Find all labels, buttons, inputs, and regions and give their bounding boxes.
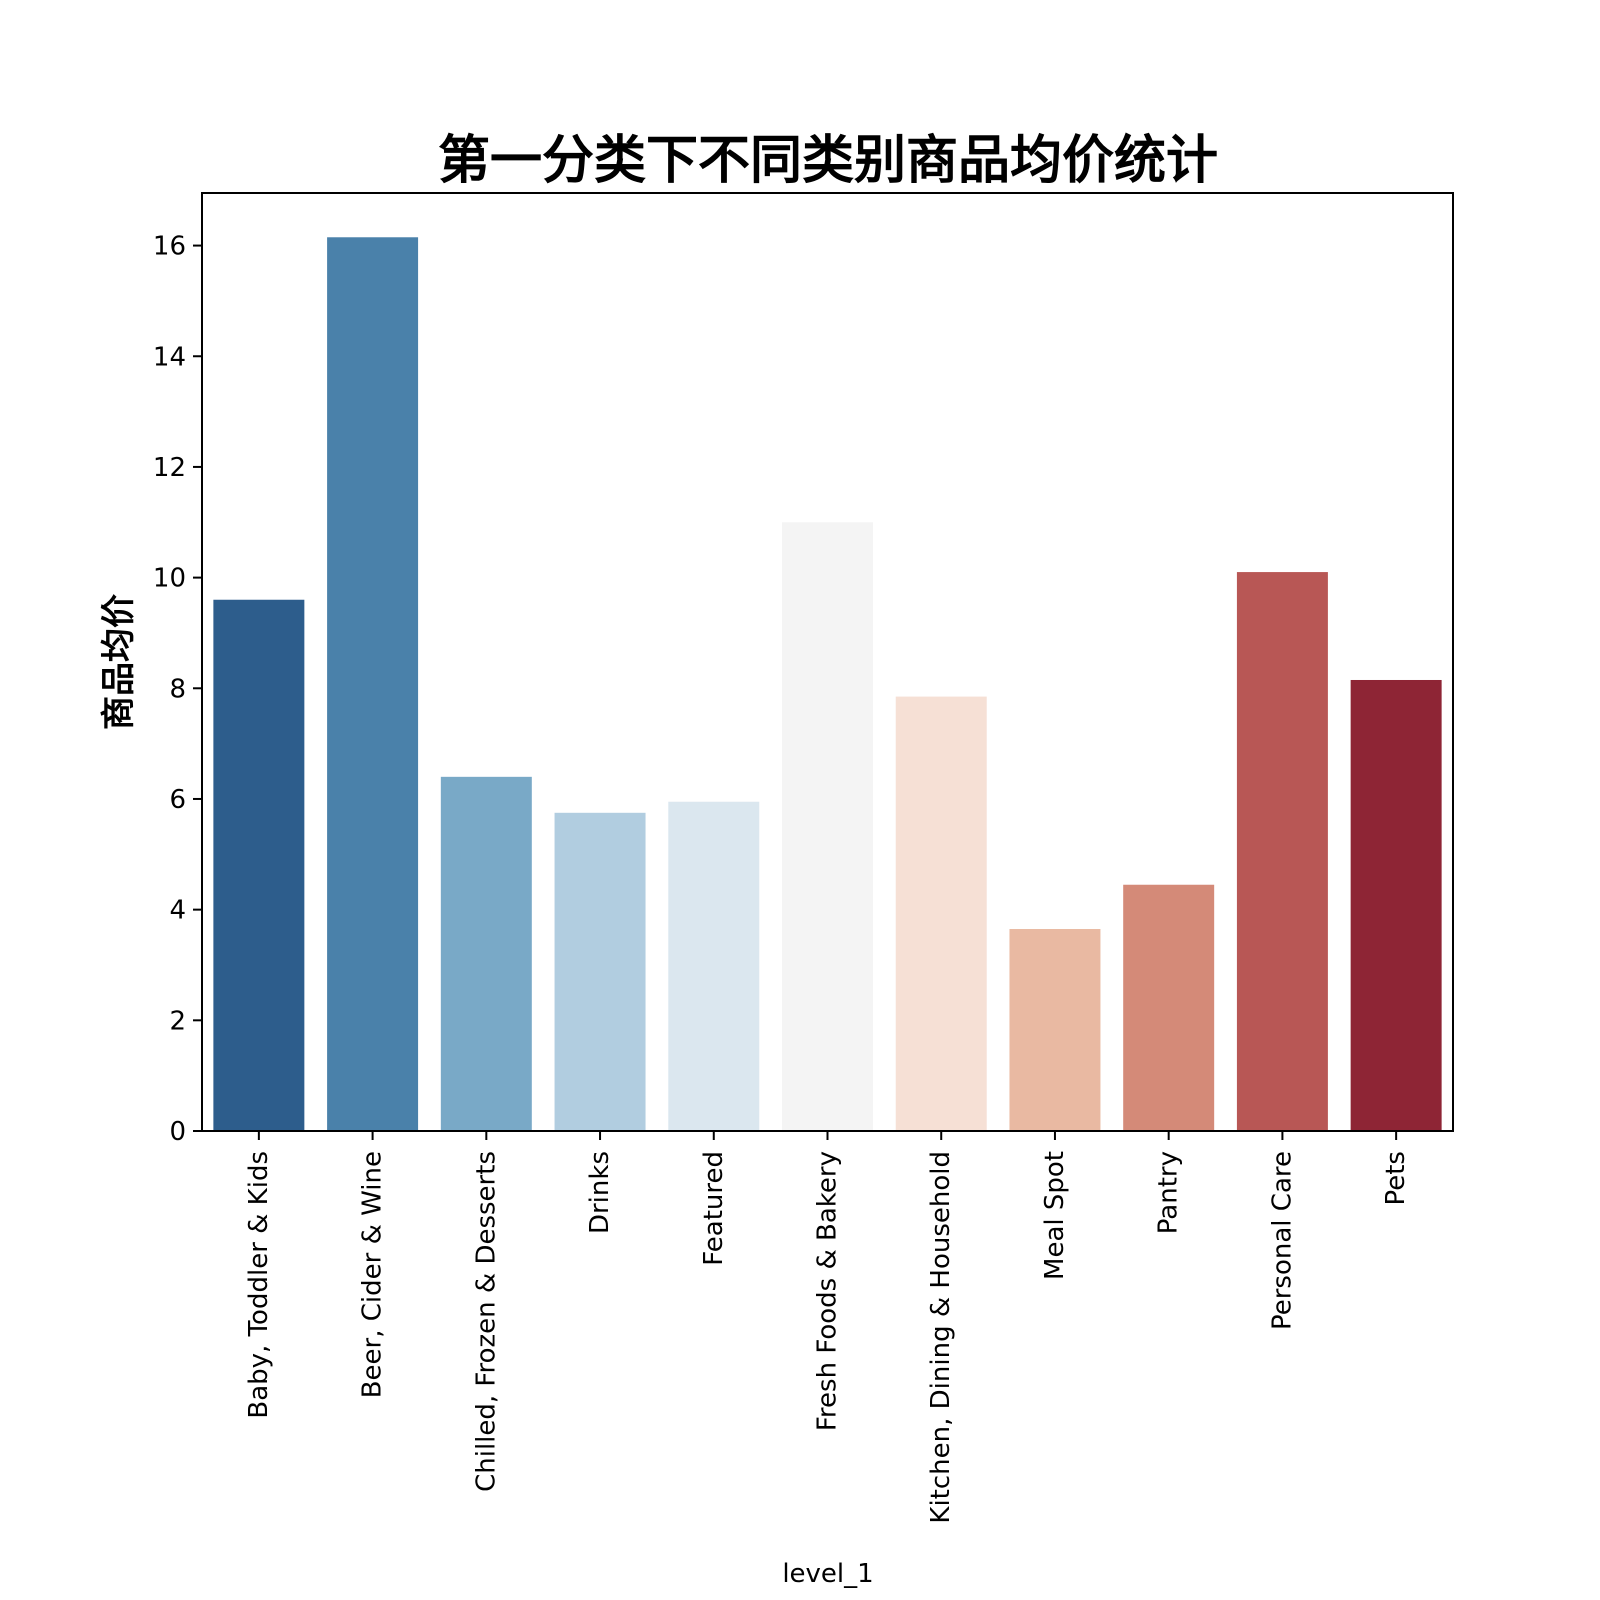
x-tick-label: Beer, Cider & Wine	[358, 1151, 388, 1398]
x-tick-label: Drinks	[585, 1151, 615, 1234]
bar-3	[554, 812, 646, 1131]
bar-4	[668, 801, 760, 1131]
x-tick-label: Chilled, Frozen & Desserts	[471, 1151, 501, 1492]
y-tick-label: 14	[153, 342, 186, 372]
x-tick-label: Pets	[1381, 1151, 1411, 1206]
x-tick-label: Featured	[699, 1151, 729, 1266]
x-tick-label: Fresh Foods & Bakery	[813, 1151, 843, 1431]
plot-frame	[201, 192, 1454, 1132]
bar-6	[895, 696, 987, 1131]
y-tick-label: 8	[169, 674, 186, 704]
y-tick-label: 2	[169, 1006, 186, 1036]
x-axis-label: level_1	[782, 1559, 873, 1589]
bar-8	[1123, 884, 1215, 1131]
y-tick-label: 10	[153, 564, 186, 594]
bar-7	[1009, 929, 1101, 1131]
y-tick-label: 12	[153, 453, 186, 483]
y-tick-label: 6	[169, 785, 186, 815]
bar-2	[440, 776, 532, 1131]
y-axis-label: 商品均价	[99, 594, 139, 730]
bar-5	[782, 522, 873, 1131]
x-tick-label: Meal Spot	[1040, 1151, 1070, 1280]
x-tick-label: Pantry	[1154, 1151, 1184, 1234]
bar-9	[1236, 572, 1328, 1131]
x-tick-label: Baby, Toddler & Kids	[244, 1151, 274, 1419]
bar-1	[327, 237, 419, 1132]
bar-0	[213, 599, 305, 1131]
y-tick-label: 0	[169, 1117, 186, 1147]
x-tick-label: Kitchen, Dining & Household	[926, 1151, 956, 1524]
x-axis: Baby, Toddler & Kids Beer, Cider & Wine Ch…	[244, 1131, 1411, 1524]
y-axis: 0 2 4 6 8 10 12 14 16	[153, 232, 202, 1147]
y-tick-label: 16	[153, 232, 186, 262]
bar-10	[1350, 679, 1442, 1131]
y-tick-label: 4	[169, 896, 186, 926]
chart-title: 第一分类下不同类别商品均价统计	[438, 130, 1218, 191]
bars-group	[213, 237, 1442, 1132]
x-tick-label: Personal Care	[1267, 1151, 1297, 1330]
